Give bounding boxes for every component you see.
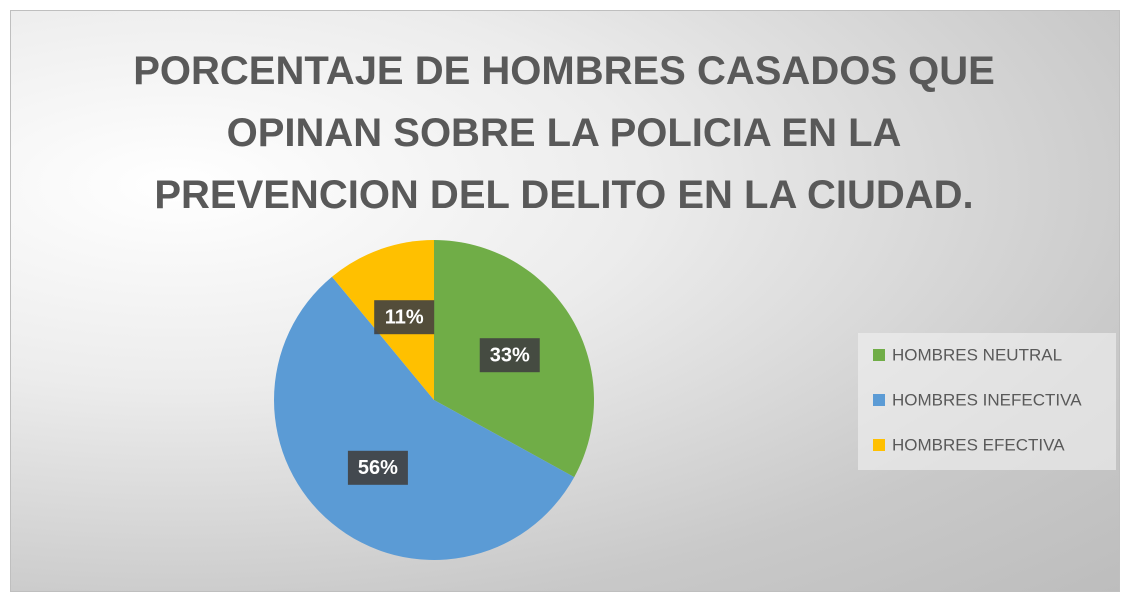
data-label-box	[347, 450, 408, 485]
data-label: 33%	[490, 344, 530, 366]
legend-marker	[873, 349, 885, 361]
legend-marker	[873, 439, 885, 451]
legend-label: HOMBRES INEFECTIVA	[892, 390, 1082, 409]
legend-box	[858, 333, 1116, 470]
chart-title: PORCENTAJE DE HOMBRES CASADOS QUE OPINAN…	[133, 49, 995, 217]
data-label-box	[479, 338, 540, 373]
data-label: 11%	[385, 306, 424, 328]
pie-slice	[274, 276, 575, 561]
chart-area	[10, 10, 1120, 592]
data-label: 56%	[358, 457, 398, 479]
legend-label: HOMBRES EFECTIVA	[892, 435, 1065, 454]
legend-label: HOMBRES NEUTRAL	[892, 345, 1062, 364]
legend-marker	[873, 394, 885, 406]
data-label-box	[374, 300, 435, 335]
